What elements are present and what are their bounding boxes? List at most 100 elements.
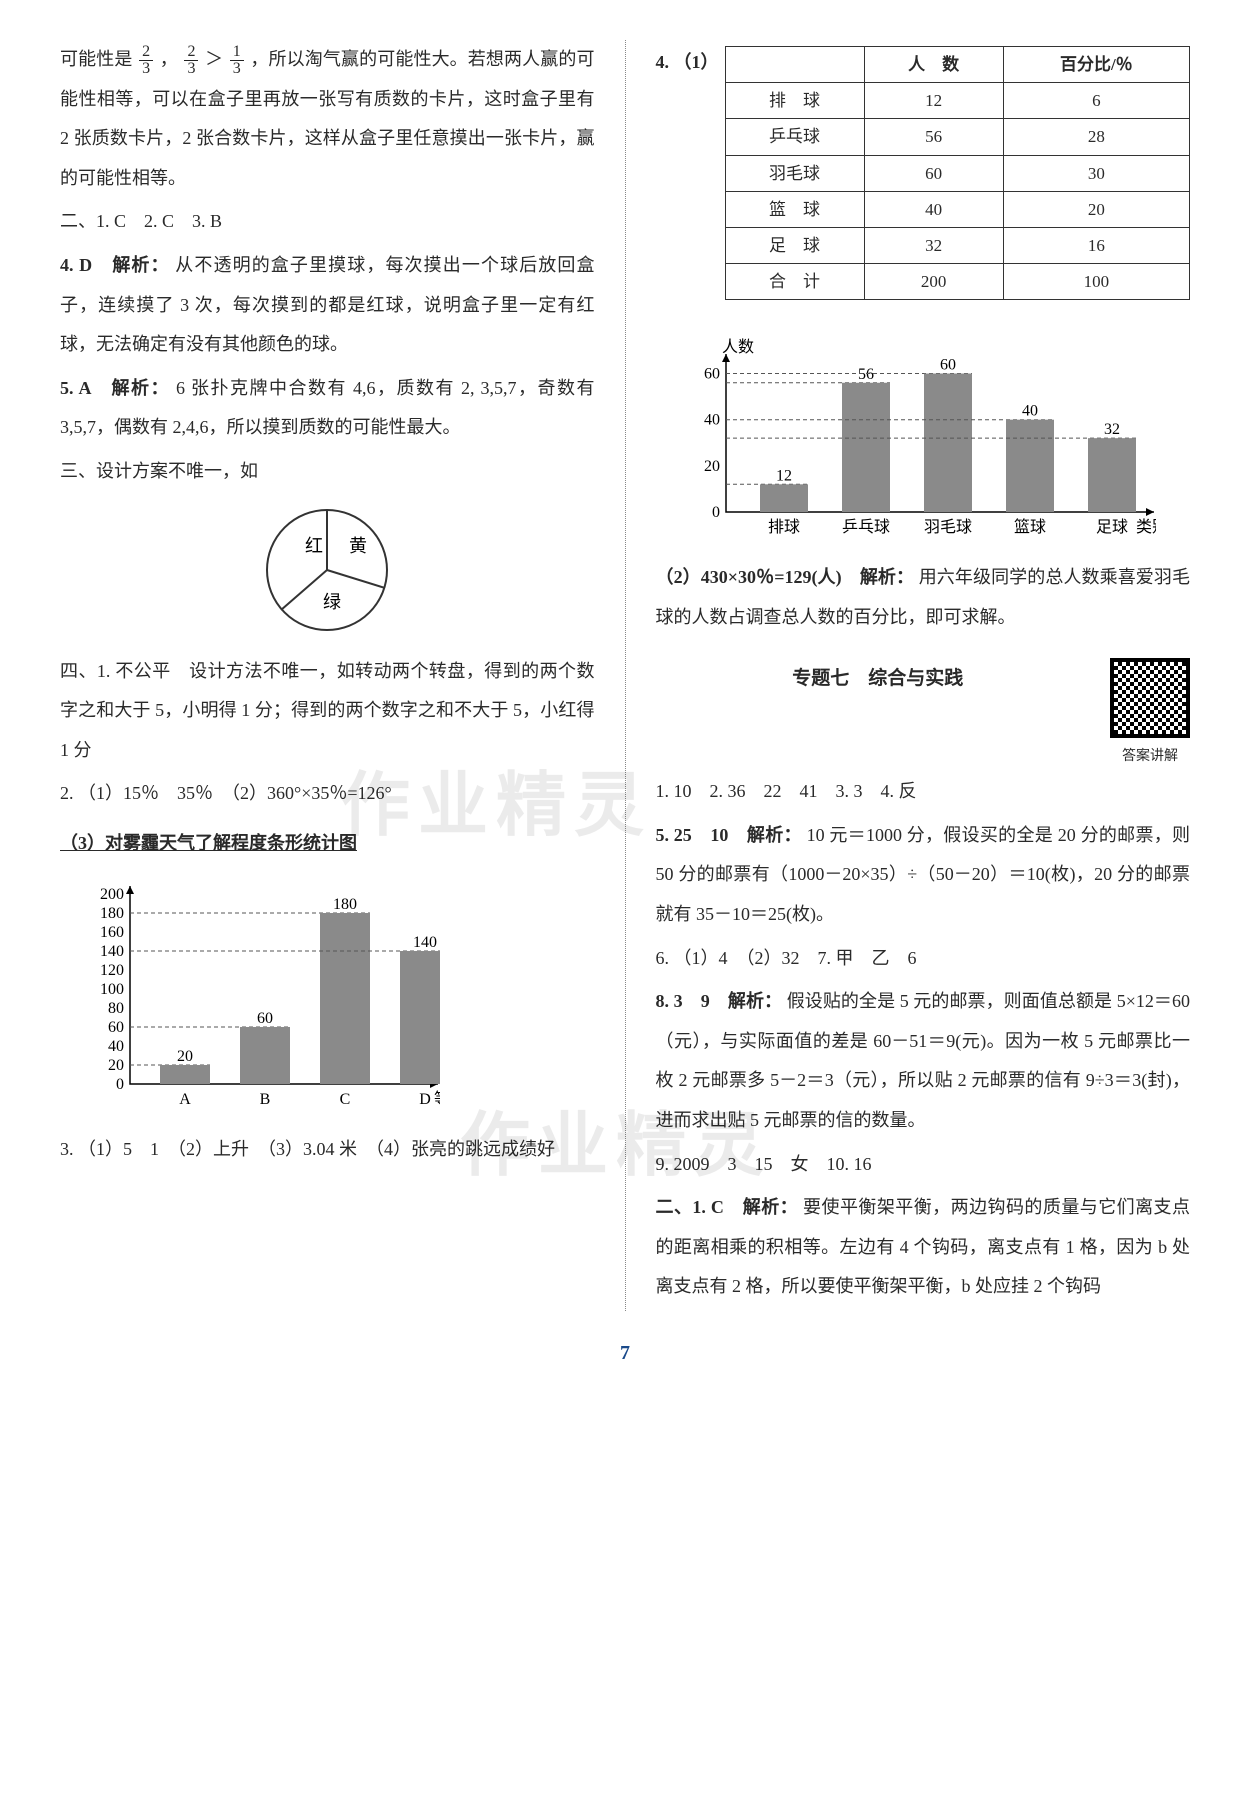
table-cell: 60 [864, 155, 1003, 191]
svg-text:200: 200 [100, 886, 124, 903]
svg-text:40: 40 [108, 1038, 124, 1055]
table-row: 排 球126 [725, 83, 1190, 119]
svg-text:100: 100 [100, 981, 124, 998]
table-row: 羽毛球6030 [725, 155, 1190, 191]
table-cell: 羽毛球 [725, 155, 864, 191]
bar [320, 913, 370, 1084]
table-cell: 足 球 [725, 227, 864, 263]
text: ＞ [205, 49, 223, 69]
chart-title: （3）对雾霾天气了解程度条形统计图 [60, 824, 595, 864]
pie-label: 绿 [323, 592, 341, 612]
svg-text:足球: 足球 [1095, 518, 1127, 536]
paragraph: 5. 25 10 解析： 10 元＝1000 分，假设买的全是 20 分的邮票，… [656, 816, 1191, 935]
table-cell: 30 [1003, 155, 1189, 191]
svg-text:180: 180 [333, 896, 357, 913]
data-table: 人 数百分比/％排 球126乒乓球5628羽毛球6030篮 球4020足 球32… [725, 46, 1191, 300]
svg-text:12: 12 [776, 468, 792, 485]
svg-text:140: 140 [100, 943, 124, 960]
svg-text:20: 20 [704, 458, 720, 475]
explanation: 假设贴的全是 5 元的邮票，则面值总额是 5×12＝60（元），与实际面值的差是… [656, 991, 1191, 1130]
svg-text:180: 180 [100, 905, 124, 922]
answer-head: 5. 25 10 解析： [656, 825, 802, 845]
table-header [725, 47, 864, 83]
svg-text:乒乓球: 乒乓球 [841, 518, 889, 536]
svg-text:32: 32 [1104, 421, 1120, 438]
svg-text:0: 0 [116, 1076, 124, 1093]
pie-chart: 红 黄 绿 [257, 500, 397, 640]
svg-text:C: C [340, 1091, 351, 1108]
column-divider [625, 40, 626, 1311]
bar [1088, 438, 1136, 512]
fraction: 23 [184, 44, 198, 77]
paragraph: 可能性是 23 ， 23 ＞ 13 ，所以淘气赢的可能性大。若想两人赢的可能性相… [60, 40, 595, 198]
section-label: 三、设计方案不唯一，如 [60, 452, 595, 492]
answer-head: 8. 3 9 解析： [656, 991, 783, 1011]
paragraph: （2）430×30％=129(人) 解析： 用六年级同学的总人数乘喜爱羽毛球的人… [656, 558, 1191, 637]
pie-label: 红 [305, 536, 323, 556]
bar [924, 374, 972, 512]
bar [240, 1027, 290, 1084]
svg-text:140: 140 [413, 934, 437, 951]
table-cell: 合 计 [725, 264, 864, 300]
page-number: 7 [60, 1331, 1190, 1375]
table-cell: 20 [1003, 191, 1189, 227]
table-cell: 乒乓球 [725, 119, 864, 155]
svg-text:40: 40 [1022, 403, 1038, 420]
question-label: 4. （1） [656, 40, 719, 77]
svg-text:人数: 人数 [722, 338, 754, 356]
svg-text:20: 20 [177, 1048, 193, 1065]
table-row: 合 计200100 [725, 264, 1190, 300]
answer-head: 5. A 解析： [60, 378, 170, 398]
left-column: 可能性是 23 ， 23 ＞ 13 ，所以淘气赢的可能性大。若想两人赢的可能性相… [60, 40, 595, 1311]
svg-text:40: 40 [704, 412, 720, 429]
answer-head: 4. D 解析： [60, 255, 170, 275]
paragraph: 四、1. 不公平 设计方法不唯一，如转动两个转盘，得到的两个数字之和大于 5，小… [60, 652, 595, 771]
bar-chart-2: 020406012排球56乒乓球60羽毛球40篮球32足球类别人数 [676, 322, 1191, 542]
answer-line: 1. 10 2. 36 22 41 3. 3 4. 反 [656, 772, 1191, 812]
pie-label: 黄 [349, 536, 367, 556]
table-cell: 28 [1003, 119, 1189, 155]
svg-text:0: 0 [712, 504, 720, 521]
bar [400, 951, 440, 1084]
table-cell: 6 [1003, 83, 1189, 119]
table-cell: 12 [864, 83, 1003, 119]
svg-text:80: 80 [108, 1000, 124, 1017]
paragraph: 4. D 解析： 从不透明的盒子里摸球，每次摸出一个球后放回盒子，连续摸了 3 … [60, 246, 595, 365]
svg-text:类别: 类别 [1136, 518, 1156, 536]
right-column: 4. （1） 人 数百分比/％排 球126乒乓球5628羽毛球6030篮 球40… [656, 40, 1191, 1311]
svg-text:羽毛球: 羽毛球 [923, 518, 971, 536]
svg-text:60: 60 [704, 366, 720, 383]
answer-line: 2. （1）15％ 35％ （2）360°×35％=126° [60, 774, 595, 814]
svg-text:56: 56 [858, 366, 874, 383]
table-cell: 16 [1003, 227, 1189, 263]
table-cell: 100 [1003, 264, 1189, 300]
paragraph: 5. A 解析： 6 张扑克牌中合数有 4,6，质数有 2, 3,5,7，奇数有… [60, 369, 595, 448]
table-row: 乒乓球5628 [725, 119, 1190, 155]
table-cell: 200 [864, 264, 1003, 300]
table-cell: 篮 球 [725, 191, 864, 227]
svg-text:篮球: 篮球 [1013, 518, 1045, 536]
table-row: 足 球3216 [725, 227, 1190, 263]
answer-head: 二、1. C 解析： [656, 1197, 799, 1217]
fraction: 13 [230, 44, 244, 77]
bar [160, 1065, 210, 1084]
table-cell: 32 [864, 227, 1003, 263]
paragraph: 二、1. C 解析： 要使平衡架平衡，两边钩码的质量与它们离支点的距离相乘的积相… [656, 1188, 1191, 1307]
fraction: 23 [139, 44, 153, 77]
bar [1006, 420, 1054, 512]
text: 可能性是 [60, 49, 132, 69]
answer-line: 9. 2009 3 15 女 10. 16 [656, 1145, 1191, 1185]
svg-text:A: A [179, 1091, 191, 1108]
table-header: 百分比/％ [1003, 47, 1189, 83]
table-cell: 40 [864, 191, 1003, 227]
svg-text:D: D [419, 1091, 431, 1108]
svg-text:60: 60 [940, 357, 956, 374]
table-cell: 56 [864, 119, 1003, 155]
qr-code-icon [1110, 658, 1190, 738]
table-row: 篮 球4020 [725, 191, 1190, 227]
bar [842, 383, 890, 512]
table-cell: 排 球 [725, 83, 864, 119]
svg-text:120: 120 [100, 962, 124, 979]
svg-text:60: 60 [257, 1010, 273, 1027]
bar [760, 485, 808, 513]
